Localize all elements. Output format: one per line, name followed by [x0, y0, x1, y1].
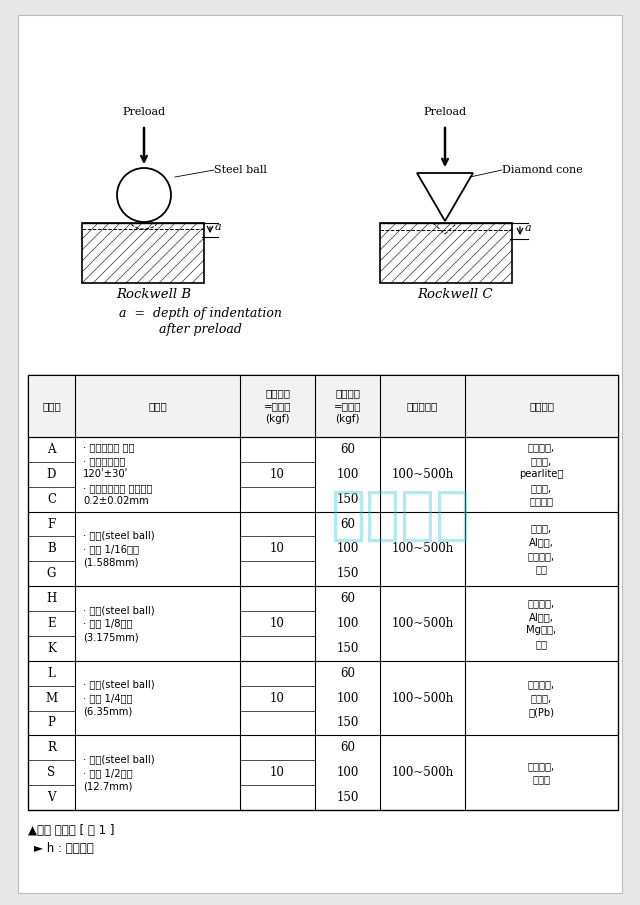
- Text: 100: 100: [336, 767, 358, 779]
- Text: Preload: Preload: [424, 107, 467, 117]
- Text: D: D: [47, 468, 56, 481]
- Text: Rockwell B: Rockwell B: [116, 288, 191, 301]
- Text: R: R: [47, 741, 56, 755]
- Text: 100: 100: [336, 468, 358, 481]
- Text: · 강구(steel ball)
· 직경 1/2인치
(12.7mm): · 강구(steel ball) · 직경 1/2인치 (12.7mm): [83, 754, 155, 791]
- Text: a  =  depth of indentation: a = depth of indentation: [118, 307, 282, 320]
- Text: K: K: [47, 642, 56, 655]
- Text: · 다이아몬드 원추
· 원추선단각도
120ʹ±30ʹ
· 선단구면부의 곡률반경
0.2±0.02mm: · 다이아몬드 원추 · 원추선단각도 120ʹ±30ʹ · 선단구면부의 곡률…: [83, 443, 152, 507]
- Text: ▲측정 스케일 [ 표 1 ]: ▲측정 스케일 [ 표 1 ]: [28, 824, 115, 836]
- Text: after preload: after preload: [159, 323, 241, 336]
- Text: 기본하중
=초하중
(kgf): 기본하중 =초하중 (kgf): [264, 388, 291, 424]
- Bar: [82, 223, 204, 283]
- Text: 플라스틱,
경합금: 플라스틱, 경합금: [528, 761, 555, 785]
- Text: S: S: [47, 767, 56, 779]
- Text: Steel ball: Steel ball: [214, 165, 267, 175]
- Text: P: P: [47, 717, 56, 729]
- Text: 분말합금,
Al합금,
Mg합금,
숫돌: 분말합금, Al합금, Mg합금, 숫돌: [527, 598, 557, 649]
- Text: 동합금,
Al합금,
가단주철,
연강: 동합금, Al합금, 가단주철, 연강: [528, 523, 555, 575]
- Text: a: a: [215, 222, 221, 232]
- Text: 100~500h: 100~500h: [392, 691, 454, 705]
- Text: a: a: [525, 223, 532, 233]
- Text: 100: 100: [336, 691, 358, 705]
- Text: 60: 60: [340, 518, 355, 530]
- Text: 150: 150: [336, 717, 358, 729]
- Text: 60: 60: [340, 592, 355, 605]
- Text: Diamond cone: Diamond cone: [502, 165, 583, 175]
- Text: 10: 10: [270, 542, 285, 556]
- Text: F: F: [47, 518, 56, 530]
- Text: 60: 60: [340, 443, 355, 456]
- Text: 10: 10: [270, 468, 285, 481]
- Text: Rockwell C: Rockwell C: [417, 288, 493, 301]
- Text: · 강구(steel ball)
· 직경 1/4인치
(6.35mm): · 강구(steel ball) · 직경 1/4인치 (6.35mm): [83, 680, 155, 717]
- Bar: [380, 223, 512, 283]
- Text: 스케일: 스케일: [42, 401, 61, 411]
- Bar: [28, 375, 618, 437]
- Text: A: A: [47, 443, 56, 456]
- Text: 100~500h: 100~500h: [392, 468, 454, 481]
- Text: M: M: [45, 691, 58, 705]
- Text: H: H: [46, 592, 56, 605]
- Text: 100~500h: 100~500h: [392, 542, 454, 556]
- Text: 미리보기: 미리보기: [330, 487, 470, 544]
- Text: ► h : 압입깊이: ► h : 압입깊이: [34, 842, 93, 854]
- Text: 100~500h: 100~500h: [392, 767, 454, 779]
- Text: 경도산출식: 경도산출식: [407, 401, 438, 411]
- Text: 시험하중
=주하중
(kgf): 시험하중 =주하중 (kgf): [333, 388, 361, 424]
- Text: 초경합금,
침탄강,
pearlite가
단주철,
고탄소강: 초경합금, 침탄강, pearlite가 단주철, 고탄소강: [519, 443, 564, 507]
- Text: 100~500h: 100~500h: [392, 617, 454, 630]
- Text: 100: 100: [336, 617, 358, 630]
- Bar: [28, 375, 618, 810]
- Text: V: V: [47, 791, 56, 804]
- Text: 사용범위: 사용범위: [529, 401, 554, 411]
- Text: 10: 10: [270, 617, 285, 630]
- Text: 100: 100: [336, 542, 358, 556]
- Text: Preload: Preload: [122, 107, 166, 117]
- Text: 10: 10: [270, 767, 285, 779]
- Text: E: E: [47, 617, 56, 630]
- Text: 플라스틱,
경학금,
납(Pb): 플라스틱, 경학금, 납(Pb): [528, 680, 555, 717]
- Text: 압임자: 압임자: [148, 401, 167, 411]
- Text: 60: 60: [340, 741, 355, 755]
- Text: L: L: [47, 667, 56, 680]
- Text: · 강구(steel ball)
· 직경 1/16인치
(1.588mm): · 강구(steel ball) · 직경 1/16인치 (1.588mm): [83, 530, 155, 567]
- Text: G: G: [47, 567, 56, 580]
- Text: 60: 60: [340, 667, 355, 680]
- Text: 150: 150: [336, 492, 358, 506]
- Text: 150: 150: [336, 642, 358, 655]
- Text: · 강구(steel ball)
· 직경 1/8인치
(3.175mm): · 강구(steel ball) · 직경 1/8인치 (3.175mm): [83, 605, 155, 643]
- Text: B: B: [47, 542, 56, 556]
- Text: 150: 150: [336, 791, 358, 804]
- Text: 10: 10: [270, 691, 285, 705]
- Text: 150: 150: [336, 567, 358, 580]
- Text: C: C: [47, 492, 56, 506]
